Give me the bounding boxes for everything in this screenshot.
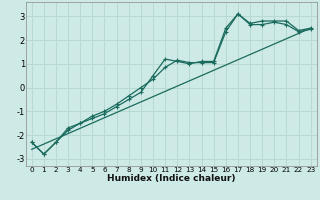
X-axis label: Humidex (Indice chaleur): Humidex (Indice chaleur) xyxy=(107,174,236,183)
